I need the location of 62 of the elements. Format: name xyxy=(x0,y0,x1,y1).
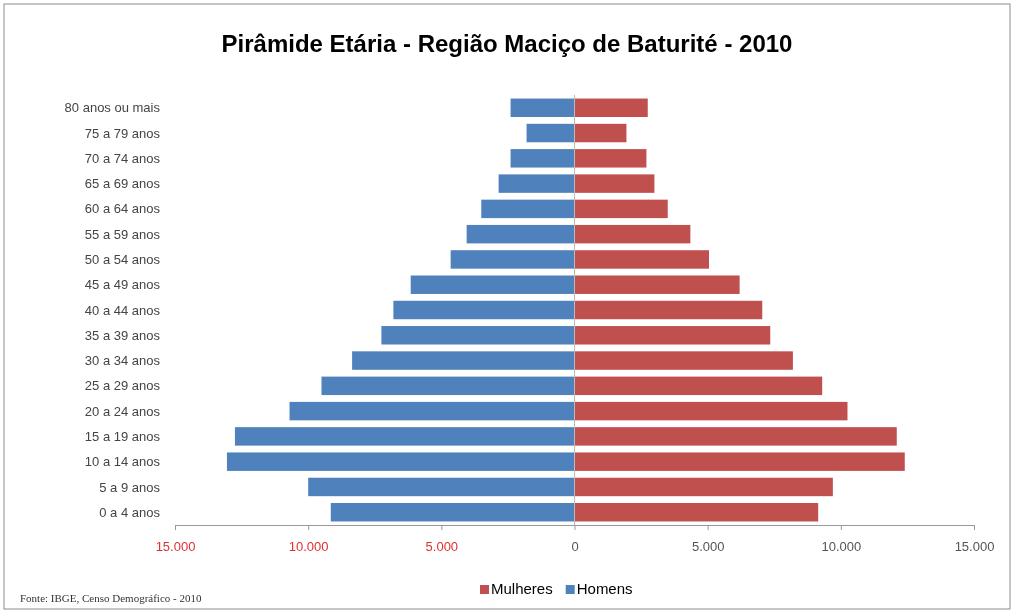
bar xyxy=(574,199,668,219)
bar xyxy=(574,427,897,446)
y-tick-label: 80 anos ou mais xyxy=(64,100,161,116)
bar xyxy=(510,149,575,168)
y-tick-label: 20 a 24 anos xyxy=(84,403,161,419)
bar xyxy=(352,351,575,370)
bar xyxy=(574,250,709,269)
y-tick-label: 75 a 79 anos xyxy=(84,125,161,141)
bar xyxy=(330,503,575,522)
y-tick-label: 0 a 4 anos xyxy=(99,504,161,520)
chart-title: Pirâmide Etária - Região Maciço de Baturité - 2010 xyxy=(221,30,793,57)
bar xyxy=(574,123,627,143)
bar xyxy=(574,376,823,396)
y-tick-label: 35 a 39 anos xyxy=(84,327,161,343)
bar xyxy=(574,452,905,471)
bar xyxy=(574,401,848,421)
bar xyxy=(481,199,575,219)
y-tick-label: 65 a 69 anos xyxy=(84,176,161,192)
x-tick-label: 10.000 xyxy=(288,539,329,555)
bar xyxy=(510,98,575,117)
x-tick-label: 0 xyxy=(571,539,579,555)
source-note: Fonte: IBGE, Censo Demográfico - 2010 xyxy=(20,592,202,604)
y-tick-label: 60 a 64 anos xyxy=(84,201,161,217)
legend-label: Mulheres xyxy=(491,580,553,597)
bar xyxy=(574,300,763,320)
bar xyxy=(574,477,833,497)
bar xyxy=(574,351,793,370)
bar xyxy=(381,326,575,345)
y-tick-label: 5 a 9 anos xyxy=(99,479,161,495)
bar xyxy=(308,477,575,497)
bar xyxy=(466,224,575,244)
y-tick-label: 55 a 59 anos xyxy=(84,226,161,242)
bar xyxy=(226,452,575,471)
bar xyxy=(234,427,575,446)
x-tick-label: 10.000 xyxy=(821,539,862,555)
legend-label: Homens xyxy=(576,580,633,597)
y-tick-label: 30 a 34 anos xyxy=(84,353,161,369)
bar xyxy=(574,275,740,294)
bar xyxy=(321,376,575,396)
bar xyxy=(574,326,771,345)
bar xyxy=(450,250,575,269)
bar xyxy=(574,174,655,193)
y-tick-label: 40 a 44 anos xyxy=(84,302,161,318)
bar xyxy=(574,149,647,168)
bar xyxy=(574,503,819,522)
y-tick-label: 10 a 14 anos xyxy=(84,454,161,470)
bar xyxy=(289,401,575,421)
y-tick-label: 50 a 54 anos xyxy=(84,251,161,267)
x-tick-label: 5.000 xyxy=(425,539,459,555)
y-tick-label: 15 a 19 anos xyxy=(84,428,161,444)
y-tick-label: 45 a 49 anos xyxy=(84,277,161,293)
bar xyxy=(574,98,648,117)
bar xyxy=(410,275,575,294)
x-tick-label: 15.000 xyxy=(954,539,995,555)
bar xyxy=(526,123,575,143)
bar xyxy=(574,224,691,244)
bar xyxy=(393,300,575,320)
x-tick-label: 5.000 xyxy=(691,539,725,555)
y-tick-label: 70 a 74 anos xyxy=(84,150,161,166)
y-tick-label: 25 a 29 anos xyxy=(84,378,161,394)
bar xyxy=(498,174,575,193)
x-tick-label: 15.000 xyxy=(155,539,196,555)
